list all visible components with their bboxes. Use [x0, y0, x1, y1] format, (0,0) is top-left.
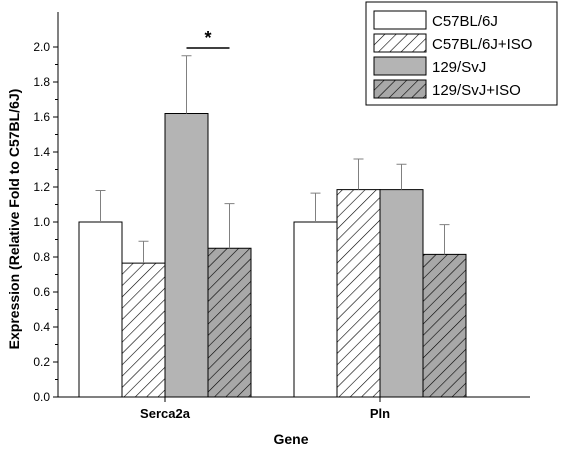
legend-swatch-1: [373, 33, 427, 53]
y-tick-label: 1.8: [33, 75, 50, 89]
axes-layer: [53, 12, 530, 402]
bar-pln-1: [336, 189, 381, 398]
y-tick-label: 0.8: [33, 250, 50, 264]
bar-pln-2: [379, 189, 424, 398]
legend: C57BL/6J C57BL/6J+ISO 129/SvJ 129/SvJ+ISO: [365, 1, 558, 106]
legend-label-3: 129/SvJ+ISO: [432, 82, 521, 99]
legend-swatch-2: [373, 56, 427, 76]
category-label: Pln: [370, 406, 390, 421]
significance-marker: *: [204, 28, 211, 48]
bar-pln-0: [293, 221, 338, 398]
legend-label-0: C57BL/6J: [432, 13, 498, 30]
labels-layer: Serca2a Pln * 0.0 0.2 0.4 0.6 0.8 1.0 1.2 1.4 1.6 1.…: [6, 28, 390, 447]
legend-swatch-0: [373, 10, 427, 30]
bars-layer: [78, 55, 467, 398]
y-tick-label: 0.2: [33, 355, 50, 369]
y-tick-label: 1.2: [33, 180, 50, 194]
category-label: Serca2a: [140, 406, 191, 421]
legend-label-1: C57BL/6J+ISO: [432, 36, 532, 53]
legend-swatch-3: [373, 79, 427, 99]
y-tick-label: 1.4: [33, 145, 50, 159]
bar-pln-3: [422, 253, 467, 398]
y-tick-label: 2.0: [33, 40, 50, 54]
x-axis-title: Gene: [273, 431, 308, 447]
y-axis-title: Expression (Relative Fold to C57BL/6J): [6, 89, 22, 350]
y-tick-label: 1.0: [33, 215, 50, 229]
legend-label-2: 129/SvJ: [432, 59, 486, 76]
y-tick-label: 0.4: [33, 320, 50, 334]
bar-serca2a-0: [78, 221, 123, 398]
bar-serca2a-2: [164, 113, 209, 398]
bar-serca2a-1: [121, 262, 166, 398]
bar-serca2a-3: [207, 247, 252, 398]
y-tick-label: 1.6: [33, 110, 50, 124]
y-tick-label: 0.6: [33, 285, 50, 299]
y-tick-label: 0.0: [33, 390, 50, 404]
